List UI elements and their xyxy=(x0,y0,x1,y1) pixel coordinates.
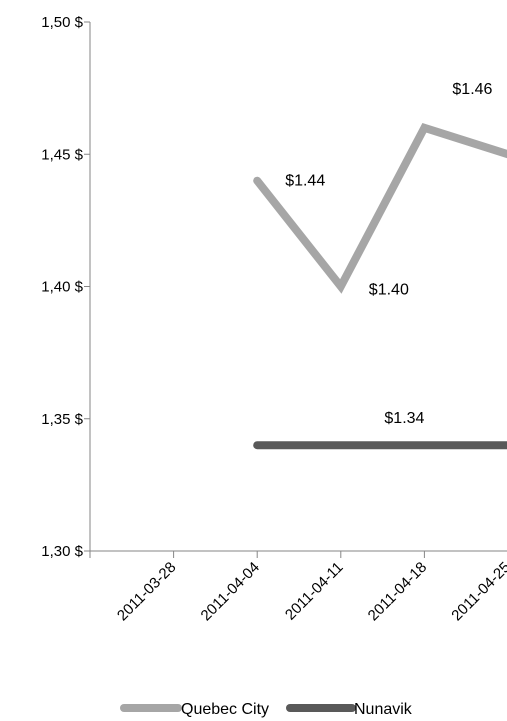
data-label: $1.34 xyxy=(384,410,424,427)
data-label: $1.46 xyxy=(452,81,492,98)
legend-label: Quebec City xyxy=(181,701,269,718)
y-tick-label: 1,30 $ xyxy=(41,543,83,560)
legend-label: Nunavik xyxy=(354,701,413,718)
data-label: $1.44 xyxy=(285,173,325,190)
x-tick-label: 2011-04-18 xyxy=(365,559,430,624)
chart-axes: 1,30 $ 1,35 $ 1,40 $ 1,45 $ 1,50 $ 2011-03-28… xyxy=(41,14,507,624)
chart-series xyxy=(253,122,507,450)
y-tick-label: 1,35 $ xyxy=(41,411,83,428)
series-line-quebec-city xyxy=(253,122,507,294)
x-tick-label: 2011-04-04 xyxy=(198,559,263,624)
x-tick-label: 2011-04-11 xyxy=(282,559,347,624)
chart-data-labels: $1.44$1.40$1.46$1.45$1.34 xyxy=(285,81,492,427)
x-tick-label: 2011-04-25 xyxy=(448,559,507,624)
data-label: $1.40 xyxy=(369,282,409,299)
y-tick-label: 1,50 $ xyxy=(41,14,83,31)
chart-legend: Quebec City Nunavik xyxy=(120,701,413,718)
y-tick-label: 1,40 $ xyxy=(41,279,83,296)
x-tick-label: 2011-03-28 xyxy=(114,559,179,624)
y-tick-label: 1,45 $ xyxy=(41,146,83,163)
